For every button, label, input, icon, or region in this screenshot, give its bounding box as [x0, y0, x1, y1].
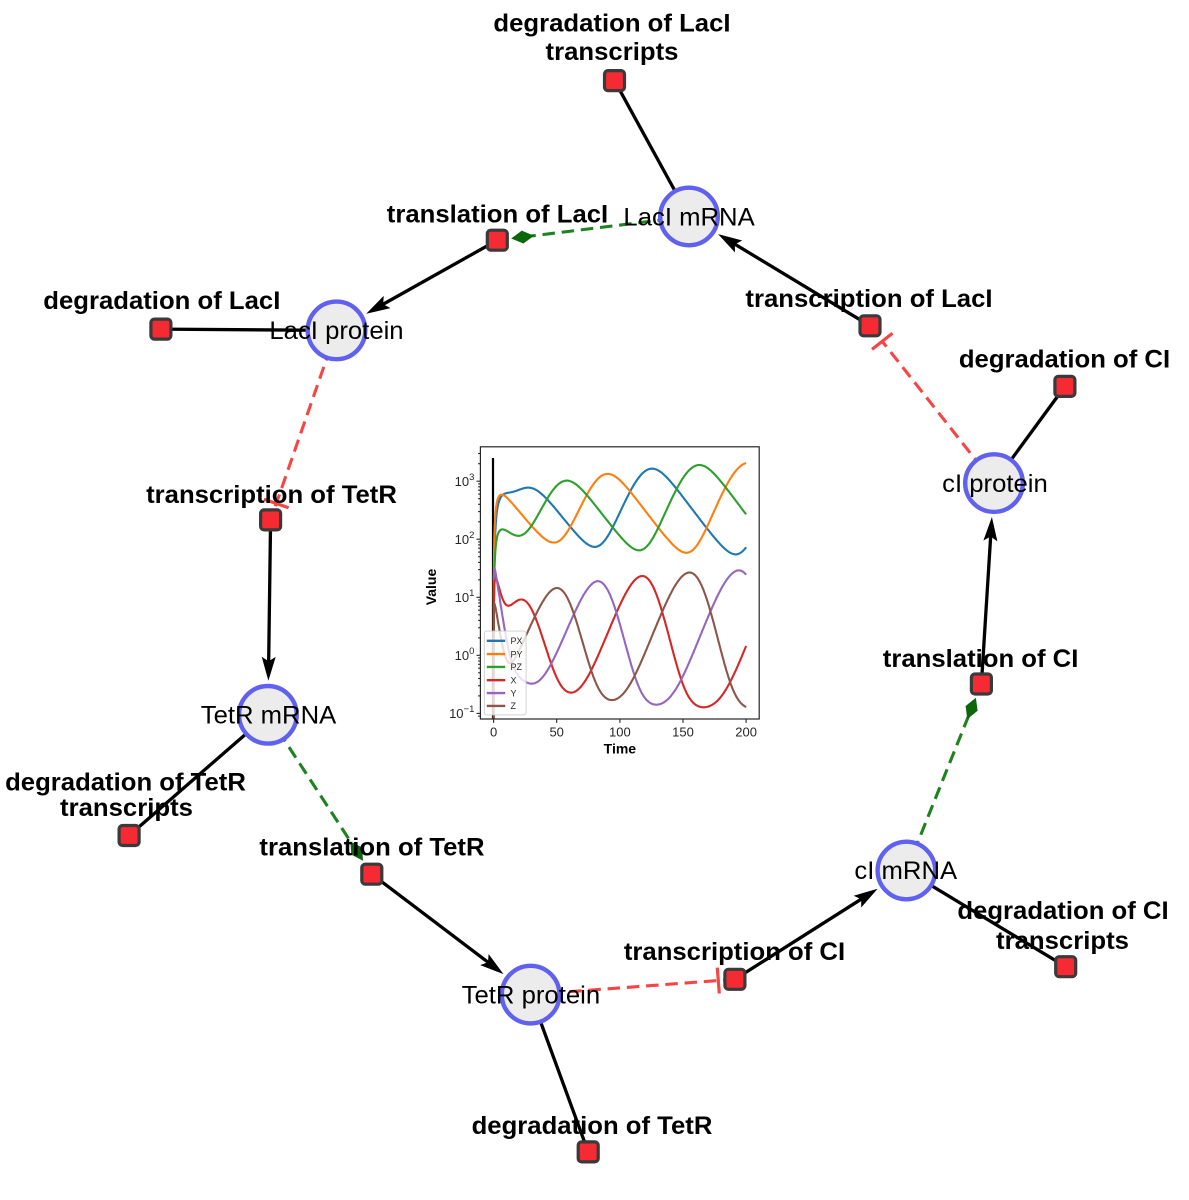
svg-text:LacI protein: LacI protein — [269, 317, 403, 345]
svg-text:degradation of TetR: degradation of TetR — [5, 768, 246, 796]
svg-text:transcripts: transcripts — [996, 927, 1129, 955]
svg-text:cI protein: cI protein — [942, 470, 1048, 498]
svg-text:degradation of LacI: degradation of LacI — [43, 287, 280, 315]
svg-text:degradation of TetR: degradation of TetR — [472, 1112, 713, 1140]
svg-text:transcription of LacI: transcription of LacI — [745, 285, 992, 313]
svg-text:translation of TetR: translation of TetR — [259, 834, 484, 862]
svg-text:translation of LacI: translation of LacI — [387, 200, 608, 228]
svg-text:X: X — [511, 675, 517, 685]
svg-text:150: 150 — [672, 725, 694, 740]
svg-text:PZ: PZ — [511, 662, 523, 672]
svg-text:Z: Z — [511, 701, 517, 711]
svg-text:Value: Value — [423, 569, 439, 606]
svg-text:TetR protein: TetR protein — [462, 981, 601, 1009]
svg-text:degradation of CI: degradation of CI — [957, 897, 1168, 925]
svg-text:cI mRNA: cI mRNA — [854, 857, 957, 885]
svg-text:PY: PY — [511, 649, 523, 659]
svg-text:transcription of CI: transcription of CI — [624, 938, 845, 966]
svg-text:100: 100 — [609, 725, 631, 740]
svg-text:transcripts: transcripts — [546, 38, 679, 66]
svg-text:Y: Y — [511, 688, 517, 698]
svg-text:0: 0 — [490, 725, 497, 740]
svg-text:translation of CI: translation of CI — [883, 645, 1079, 673]
svg-text:TetR mRNA: TetR mRNA — [201, 702, 337, 730]
svg-text:transcripts: transcripts — [60, 794, 193, 822]
svg-text:transcription of TetR: transcription of TetR — [146, 481, 397, 509]
svg-text:degradation of LacI: degradation of LacI — [493, 10, 730, 38]
svg-text:PX: PX — [511, 636, 523, 646]
svg-text:50: 50 — [549, 725, 563, 740]
svg-text:200: 200 — [735, 725, 757, 740]
svg-text:degradation of CI: degradation of CI — [959, 345, 1170, 373]
svg-text:Time: Time — [604, 741, 637, 757]
svg-text:LacI mRNA: LacI mRNA — [623, 203, 755, 231]
